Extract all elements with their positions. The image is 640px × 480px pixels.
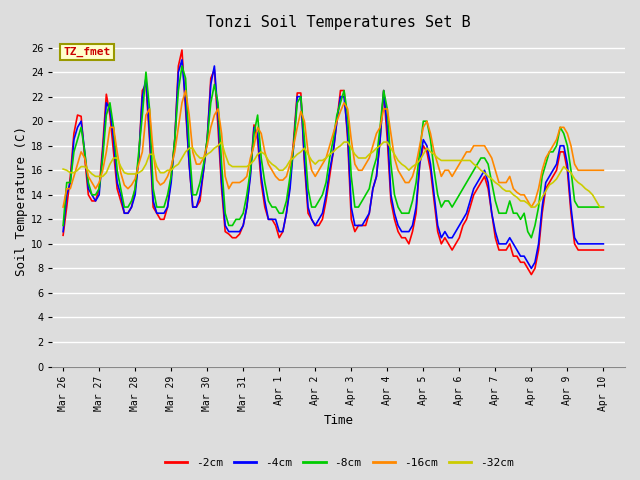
Title: Tonzi Soil Temperatures Set B: Tonzi Soil Temperatures Set B (206, 15, 471, 30)
Text: TZ_fmet: TZ_fmet (64, 47, 111, 57)
Legend: -2cm, -4cm, -8cm, -16cm, -32cm: -2cm, -4cm, -8cm, -16cm, -32cm (161, 453, 518, 472)
Y-axis label: Soil Temperature (C): Soil Temperature (C) (15, 126, 28, 276)
X-axis label: Time: Time (324, 414, 354, 427)
